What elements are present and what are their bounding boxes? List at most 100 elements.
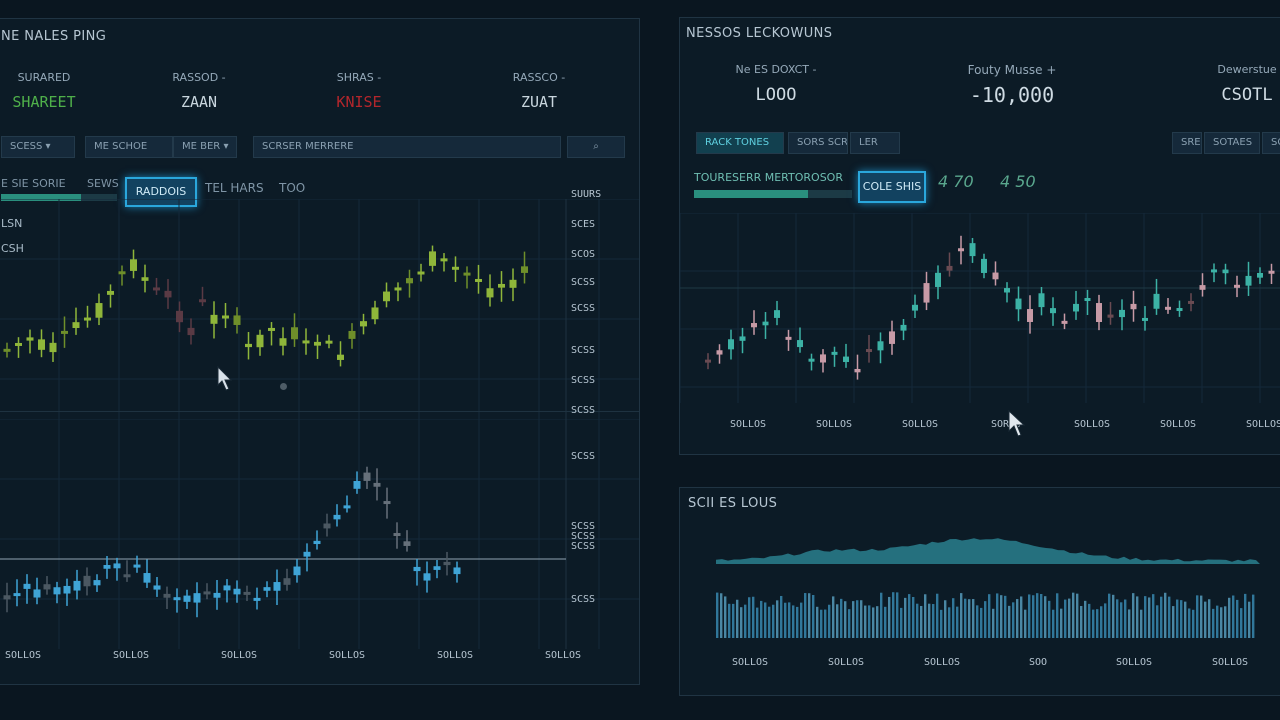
right-top-candle: [820, 354, 826, 363]
right-tab-2[interactable]: SORS SCR: [788, 132, 848, 154]
left-x-tick-1: SOLLOS: [112, 650, 150, 661]
left-top-candlestick-chart[interactable]: [0, 199, 639, 429]
left-bot-candle: [183, 595, 191, 602]
right-active-button[interactable]: COLE SHIS: [858, 171, 926, 203]
left-tab-label[interactable]: E SIE SORIE: [1, 177, 66, 190]
left-active-button[interactable]: RADDOIS: [125, 177, 197, 207]
left-select-3-label: ME BER: [182, 141, 221, 152]
volume-x-tick-0: SOLLOS: [731, 657, 769, 668]
left-bot-candle: [113, 563, 121, 569]
left-search-input[interactable]: SCRSER MERRERE: [253, 136, 561, 158]
right-option-3[interactable]: SCLLS: [1262, 132, 1280, 154]
left-y-tick-6: SCSS: [571, 375, 596, 386]
left-top-candle: [222, 315, 229, 319]
right-tab-3[interactable]: LER: [850, 132, 900, 154]
volume-bar: [968, 599, 971, 638]
left-bot-candle: [423, 573, 431, 581]
volume-bar: [1008, 605, 1011, 638]
left-top-candle: [256, 334, 264, 348]
left-bottom-candlestick-chart[interactable]: [0, 419, 639, 649]
volume-bar: [1120, 602, 1123, 638]
left-top-candle: [360, 321, 367, 327]
right-top-candle: [1107, 314, 1114, 318]
volume-bar: [956, 606, 959, 638]
left-bot-candle: [43, 584, 51, 590]
left-stat-2-value: ZAAN: [180, 93, 218, 111]
volume-bar: [924, 594, 927, 638]
right-top-candle: [935, 272, 941, 287]
left-top-candle: [509, 279, 517, 288]
volume-bar: [812, 595, 815, 638]
left-bot-candle: [133, 564, 141, 568]
left-chart-panel: NE NALES PING SURARED SHAREET RASSOD - Z…: [0, 18, 640, 685]
left-top-candle: [61, 330, 68, 334]
volume-bar: [880, 592, 883, 638]
volume-bar: [976, 605, 979, 638]
left-top-candle: [406, 278, 413, 284]
right-top-candle: [958, 248, 964, 252]
left-bot-candle: [273, 582, 281, 591]
volume-bar: [776, 600, 779, 638]
volume-bar: [1032, 595, 1035, 638]
volume-bar: [872, 607, 875, 638]
volume-bar: [1028, 594, 1031, 638]
right-tab-1[interactable]: RACK TONES: [696, 132, 784, 154]
right-top-candle: [992, 272, 999, 280]
right-candlestick-chart[interactable]: [680, 213, 1280, 403]
volume-bar: [1164, 592, 1167, 638]
left-bot-candle: [413, 566, 421, 572]
right-top-candle: [785, 336, 792, 340]
right-option-1[interactable]: SRE: [1172, 132, 1202, 154]
left-top-candle: [176, 310, 183, 323]
left-y-tick-8: SCSS: [571, 451, 596, 462]
left-select-1[interactable]: SCESS ▾: [1, 136, 75, 158]
volume-chart[interactable]: [680, 518, 1280, 648]
right-top-candle: [1257, 272, 1263, 278]
volume-bar: [904, 597, 907, 638]
left-bot-candle: [53, 587, 61, 595]
left-top-candle: [452, 266, 459, 270]
volume-bar: [752, 596, 755, 638]
left-y-tick-bottom-0: SCSS: [571, 521, 596, 532]
volume-bar: [1252, 594, 1255, 638]
left-top-candle: [15, 342, 22, 346]
right-top-candle: [1073, 303, 1079, 312]
volume-bar: [808, 593, 811, 638]
right-top-candle: [1165, 306, 1171, 310]
volume-bar: [908, 594, 911, 638]
left-top-candle: [498, 283, 505, 288]
left-bot-candle: [293, 566, 301, 576]
right-stat-2-label: Fouty Musse +: [967, 63, 1057, 77]
right-top-candle: [981, 258, 987, 273]
left-y-tick-bottom-2: SCSS: [571, 541, 596, 552]
left-search-button[interactable]: ⌕: [567, 136, 625, 158]
volume-bar: [1004, 595, 1007, 638]
left-bot-candle: [453, 567, 461, 575]
volume-bar: [1184, 601, 1187, 638]
volume-x-tick-2: SOLLOS: [923, 657, 961, 668]
left-stat-2: RASSOD - ZAAN: [129, 71, 269, 111]
left-tab-b[interactable]: TOO: [279, 181, 306, 195]
left-bot-candle: [343, 505, 351, 509]
volume-bar: [940, 609, 943, 638]
volume-bar: [1176, 599, 1179, 638]
left-select-3[interactable]: ME BER ▾: [173, 136, 237, 158]
left-bot-candle: [213, 592, 221, 598]
volume-bar: [1040, 593, 1043, 638]
right-option-2[interactable]: SOTAES: [1204, 132, 1260, 154]
volume-bar: [1084, 600, 1087, 638]
left-select-2[interactable]: ME SCHOE: [85, 136, 173, 158]
left-bot-candle: [3, 595, 11, 600]
left-top-candle: [463, 272, 471, 276]
left-top-candle: [72, 322, 80, 328]
volume-bar: [1064, 599, 1067, 638]
left-tab-label-2[interactable]: SEWS: [87, 177, 119, 190]
left-tab-a[interactable]: TEL HARS: [205, 181, 264, 195]
right-x-tick-3: SORLO: [990, 419, 1022, 430]
volume-bar: [1124, 599, 1127, 638]
volume-bar: [1080, 606, 1083, 638]
left-stat-3-value: KNISE: [336, 93, 382, 111]
volume-bar: [876, 606, 879, 638]
left-side-label-b: CSH: [1, 242, 24, 255]
volume-bar: [1044, 596, 1047, 638]
